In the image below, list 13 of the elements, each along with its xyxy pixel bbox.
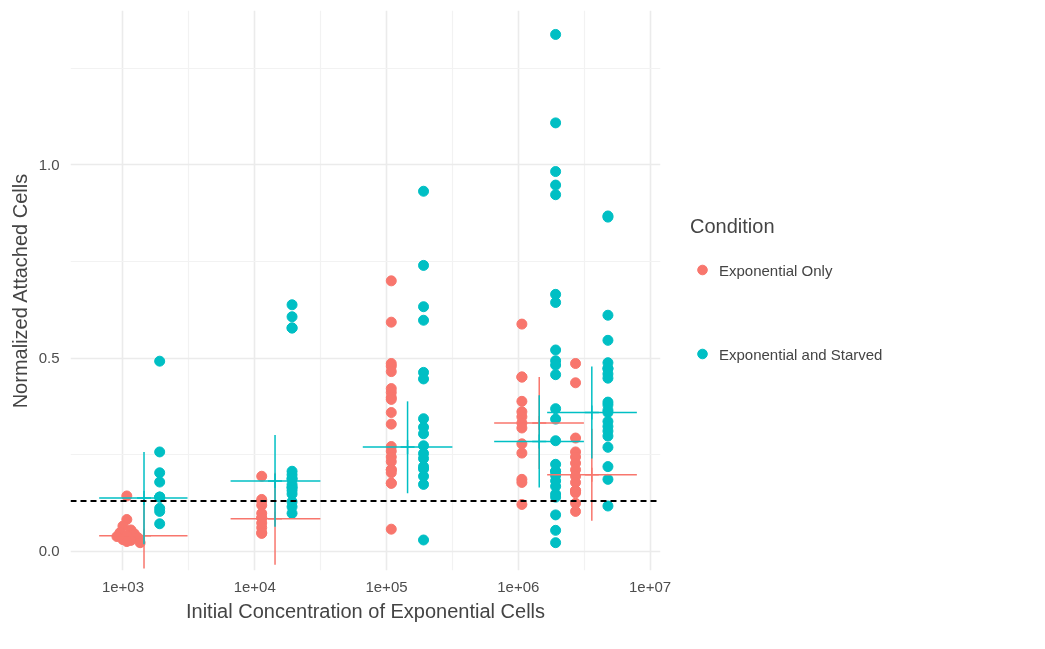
y-tick-label: 1.0 xyxy=(38,155,60,173)
legend-title: Condition xyxy=(690,214,776,238)
x-tick-label: 1e+07 xyxy=(629,577,672,595)
legend-label: Exponential Only xyxy=(719,260,833,281)
legend-label: Exponential and Starved xyxy=(719,344,883,365)
x-tick-label: 1e+05 xyxy=(365,577,408,595)
y-tick-label: 0.5 xyxy=(38,349,60,367)
x-tick-label: 1e+03 xyxy=(101,577,145,595)
x-tick-label: 1e+06 xyxy=(497,577,540,595)
x-tick-label: 1e+04 xyxy=(233,577,276,595)
y-tick-label: 0.0 xyxy=(38,542,60,560)
x-axis-title: Initial Concentration of Exponential Cells xyxy=(185,599,546,622)
y-axis-title: Normalized Attached Cells xyxy=(8,173,31,409)
